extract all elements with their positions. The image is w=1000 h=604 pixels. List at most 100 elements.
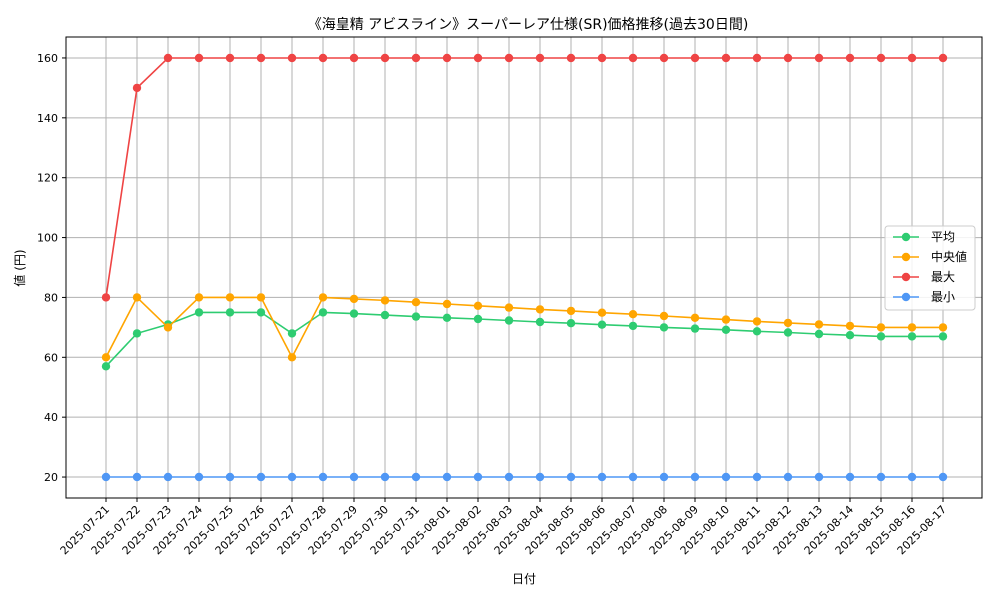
data-point (721, 53, 731, 63)
series-2 (101, 53, 948, 302)
data-point (845, 53, 855, 63)
data-point (721, 472, 731, 482)
series-group (101, 53, 948, 482)
data-point (566, 472, 576, 482)
data-point (194, 53, 204, 63)
data-point (411, 472, 421, 482)
data-point (752, 317, 762, 326)
data-point (349, 472, 359, 482)
data-point (101, 472, 111, 482)
data-point (597, 472, 607, 482)
data-point (504, 53, 514, 63)
data-point (721, 315, 731, 324)
data-point (535, 53, 545, 63)
data-point (380, 53, 390, 63)
data-point (628, 53, 638, 63)
legend-swatch-marker (901, 252, 911, 262)
data-point (876, 332, 886, 341)
data-point (907, 53, 917, 63)
data-point (163, 53, 173, 63)
data-point (566, 53, 576, 63)
data-point (380, 310, 390, 320)
data-point (659, 311, 669, 321)
data-point (628, 472, 638, 482)
data-point (659, 323, 669, 332)
data-point (349, 53, 359, 63)
data-point (256, 53, 266, 63)
data-point (659, 472, 669, 482)
data-point (411, 53, 421, 63)
data-point (225, 308, 235, 317)
data-point (349, 309, 359, 318)
data-point (225, 53, 235, 63)
data-point (256, 293, 266, 302)
y-tick-label: 120 (37, 172, 58, 185)
data-point (659, 53, 669, 63)
legend-swatch-marker (901, 292, 911, 302)
data-point (101, 293, 111, 302)
legend-swatch-marker (901, 232, 911, 242)
data-point (504, 316, 514, 325)
data-point (597, 53, 607, 63)
data-point (845, 331, 855, 340)
data-point (597, 308, 607, 317)
data-point (814, 329, 824, 339)
data-point (783, 328, 793, 337)
data-point (504, 472, 514, 482)
data-point (442, 472, 452, 482)
data-point (938, 332, 948, 341)
data-point (101, 353, 111, 362)
data-point (287, 329, 297, 338)
grid-lines (66, 37, 982, 498)
data-point (318, 308, 328, 317)
data-point (938, 53, 948, 63)
x-axis-label: 日付 (512, 572, 536, 586)
legend-label: 中央値 (931, 249, 967, 264)
legend-box (884, 225, 976, 311)
data-point (473, 301, 483, 310)
series-3 (101, 472, 948, 482)
series-0 (101, 308, 948, 371)
data-point (876, 53, 886, 63)
data-point (287, 472, 297, 482)
x-axis-ticks: 2025-07-212025-07-222025-07-232025-07-24… (58, 498, 949, 557)
y-tick-label: 40 (44, 411, 58, 424)
data-point (380, 472, 390, 482)
data-point (132, 83, 142, 93)
data-point (721, 325, 731, 334)
data-point (938, 323, 948, 332)
data-point (132, 293, 142, 302)
data-point (318, 53, 328, 63)
data-point (256, 308, 266, 317)
y-axis-ticks: 20 40 60 80 100 120 140 160 (37, 52, 66, 484)
data-point (225, 472, 235, 482)
data-point (783, 53, 793, 63)
data-point (163, 323, 173, 332)
data-point (473, 472, 483, 482)
data-point (194, 293, 204, 302)
data-point (845, 472, 855, 482)
data-point (318, 472, 328, 482)
series-line (105, 311, 943, 367)
data-point (287, 353, 297, 362)
data-point (256, 472, 266, 482)
data-point (752, 472, 762, 482)
y-tick-label: 100 (37, 232, 58, 245)
data-point (907, 472, 917, 482)
legend-swatch-marker (901, 272, 911, 282)
data-point (814, 53, 824, 63)
data-point (535, 472, 545, 482)
data-point (473, 314, 483, 324)
data-point (907, 323, 917, 332)
data-point (783, 318, 793, 328)
data-point (628, 321, 638, 331)
data-point (225, 293, 235, 302)
y-tick-label: 80 (44, 291, 58, 304)
data-point (628, 310, 638, 319)
y-tick-label: 160 (37, 52, 58, 65)
data-point (938, 472, 948, 482)
series-line (105, 296, 943, 360)
data-point (163, 472, 173, 482)
data-point (876, 472, 886, 482)
data-point (566, 306, 576, 316)
